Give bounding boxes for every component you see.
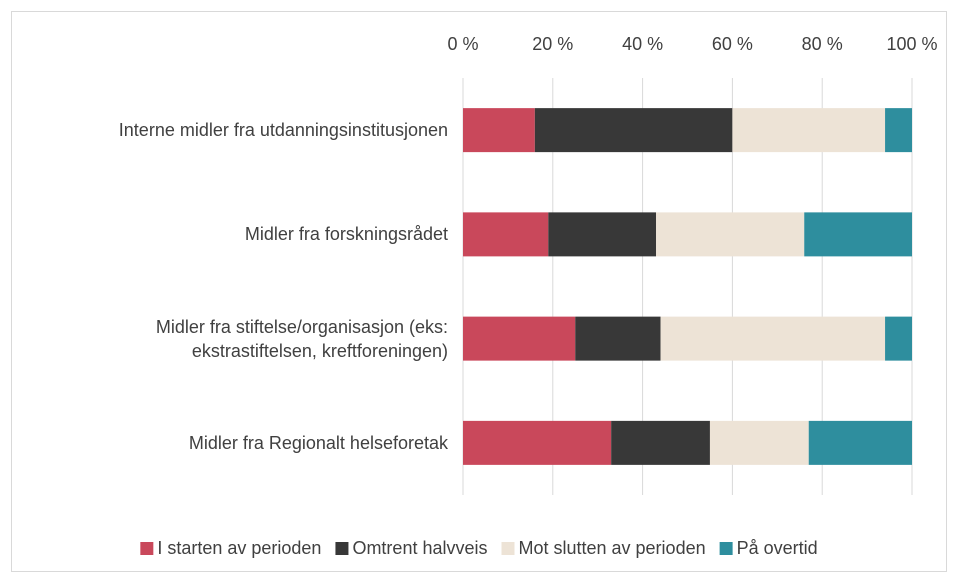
category-label: Midler fra Regionalt helseforetak bbox=[188, 432, 448, 453]
legend-swatch bbox=[501, 542, 515, 555]
legend-label: På overtid bbox=[737, 538, 818, 558]
bar-segment bbox=[885, 316, 912, 361]
x-tick-label: 40 % bbox=[622, 34, 663, 54]
x-tick-label: 80 % bbox=[802, 34, 843, 54]
category-label: Midler fra forskningsrådet bbox=[244, 224, 448, 245]
legend-swatch bbox=[335, 542, 349, 555]
bar-segment bbox=[660, 316, 886, 361]
bar-segment bbox=[611, 420, 710, 465]
legend-label: Mot slutten av perioden bbox=[518, 538, 705, 558]
legend-label: Omtrent halvveis bbox=[352, 538, 487, 558]
bar-segment bbox=[709, 420, 809, 465]
x-tick-label: 60 % bbox=[712, 34, 753, 54]
bar-segment bbox=[534, 108, 733, 153]
category-label: Interne midler fra utdanningsinstitusjon… bbox=[118, 120, 448, 141]
bar-segment bbox=[804, 212, 912, 257]
category-label: Midler fra stiftelse/organisasjon (eks: … bbox=[155, 316, 448, 361]
bar-segment bbox=[575, 316, 661, 361]
bar-segment bbox=[808, 420, 912, 465]
bar-segment bbox=[885, 108, 912, 153]
x-tick-label: 20 % bbox=[532, 34, 573, 54]
legend-swatch bbox=[719, 542, 733, 555]
bar-segment bbox=[463, 316, 576, 361]
chart-border bbox=[11, 11, 947, 572]
bar-segment bbox=[656, 212, 805, 257]
bar-segment bbox=[463, 420, 612, 465]
bar-segment bbox=[463, 108, 535, 153]
legend-label: I starten av perioden bbox=[157, 538, 321, 558]
legend-swatch bbox=[140, 542, 154, 555]
bar-segment bbox=[463, 212, 549, 257]
bar-segment bbox=[732, 108, 886, 153]
x-tick-label: 100 % bbox=[886, 34, 937, 54]
bar-segment bbox=[548, 212, 657, 257]
x-tick-label: 0 % bbox=[447, 34, 478, 54]
